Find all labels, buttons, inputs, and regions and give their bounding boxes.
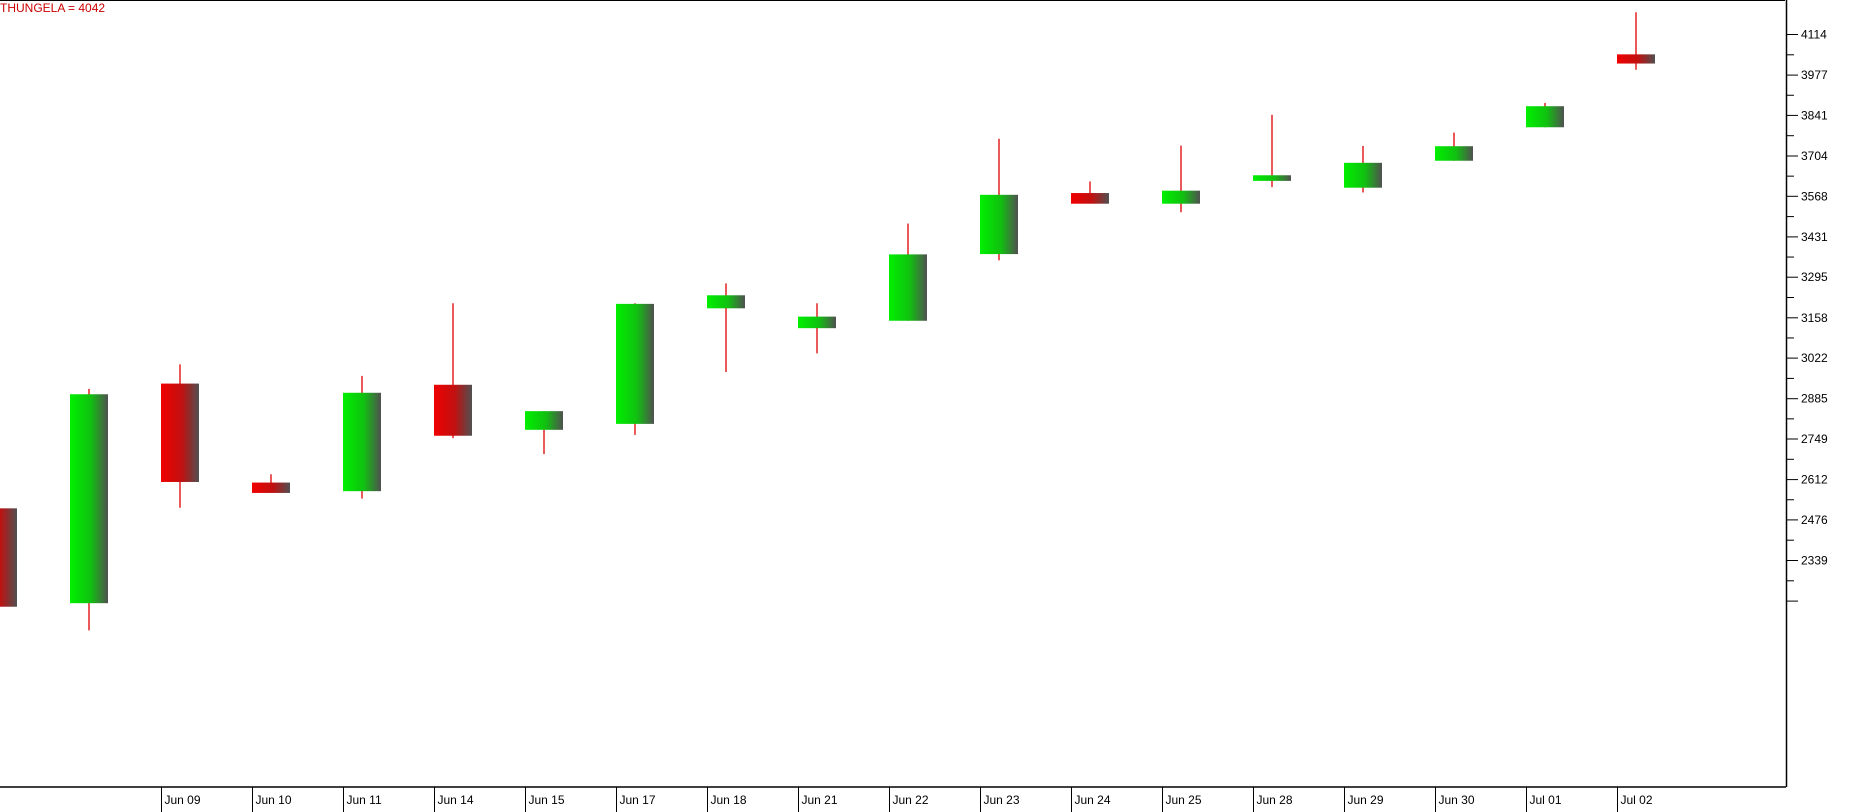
x-tick-label: Jun 14: [438, 793, 474, 807]
x-tick-label: Jun 11: [347, 793, 382, 807]
candle: [161, 364, 199, 508]
x-tick-label: Jun 22: [893, 793, 929, 807]
candle-body-up: [707, 295, 745, 309]
y-tick-label: 3431: [1801, 230, 1828, 244]
candle-body-up: [616, 303, 654, 424]
x-tick-label: Jun 30: [1439, 793, 1475, 807]
y-tick-label: 2885: [1801, 392, 1828, 406]
candle: [616, 303, 654, 435]
candle: [1071, 181, 1109, 204]
candle: [343, 375, 381, 499]
candle: [889, 223, 927, 321]
x-tick-label: Jun 09: [165, 793, 201, 807]
candle: [434, 303, 472, 439]
y-tick-label: 2476: [1801, 513, 1828, 527]
candle-body-up: [1526, 106, 1564, 128]
candle: [1253, 114, 1291, 188]
x-tick-label: Jun 15: [529, 793, 565, 807]
candle-body-down: [0, 508, 17, 607]
candle-body-down: [434, 384, 472, 436]
x-tick-label: Jun 21: [802, 793, 838, 807]
candle: [1344, 145, 1382, 193]
candle: [980, 138, 1018, 261]
y-tick-label: 3158: [1801, 311, 1828, 325]
candle-body-up: [1253, 175, 1291, 181]
y-tick-label: 3568: [1801, 189, 1828, 203]
x-tick-label: Jun 17: [620, 793, 656, 807]
candle-body-down: [1617, 54, 1655, 64]
candle: [1526, 102, 1564, 128]
candle-body-down: [161, 383, 199, 482]
candle-body-up: [1435, 146, 1473, 161]
x-tick-label: Jul 01: [1530, 793, 1562, 807]
candles-layer: [0, 12, 1655, 631]
y-tick-label: 3704: [1801, 149, 1828, 163]
candle-body-up: [980, 194, 1018, 255]
y-tick-label: 3977: [1801, 68, 1828, 82]
candle-body-down: [252, 482, 290, 493]
x-axis: Jun 09 Jun 10 Jun 11 Jun 14 Jun 15 Jun 17 Jun …: [161, 787, 1653, 812]
y-tick-label: 2612: [1801, 473, 1828, 487]
y-tick-label: 3295: [1801, 270, 1828, 284]
candle-body-up: [70, 394, 108, 604]
candle: [0, 508, 17, 607]
y-tick-label: 2339: [1801, 554, 1828, 568]
x-tick-label: Jun 28: [1257, 793, 1293, 807]
y-tick-label: 3841: [1801, 108, 1828, 122]
x-tick-label: Jun 25: [1166, 793, 1202, 807]
candle: [252, 474, 290, 493]
candle-body-up: [1162, 190, 1200, 204]
x-tick-label: Jun 29: [1348, 793, 1384, 807]
x-tick-label: Jun 18: [711, 793, 747, 807]
x-tick-label: Jul 02: [1621, 793, 1653, 807]
candle-body-up: [889, 254, 927, 321]
candle-body-up: [1344, 162, 1382, 188]
candle-body-up: [525, 411, 563, 430]
candle: [1435, 132, 1473, 161]
candle: [707, 283, 745, 373]
candle-body-down: [1071, 193, 1109, 204]
y-tick-label: 4114: [1801, 28, 1827, 42]
candle: [70, 388, 108, 631]
candle: [1617, 12, 1655, 70]
x-tick-label: Jun 24: [1075, 793, 1111, 807]
y-tick-label: 2749: [1801, 432, 1828, 446]
chart-title: THUNGELA = 4042: [0, 1, 105, 15]
candle: [798, 303, 836, 354]
candle: [1162, 145, 1200, 213]
candle-body-up: [343, 392, 381, 492]
x-tick-label: Jun 23: [984, 793, 1020, 807]
x-tick-label: Jun 10: [256, 793, 292, 807]
y-axis: 2339 2476 2612 2749 2885 3022 3158 3295 3431 3568…: [1786, 28, 1828, 602]
candle-body-up: [798, 316, 836, 329]
candle: [525, 411, 563, 455]
y-tick-label: 3022: [1801, 351, 1828, 365]
